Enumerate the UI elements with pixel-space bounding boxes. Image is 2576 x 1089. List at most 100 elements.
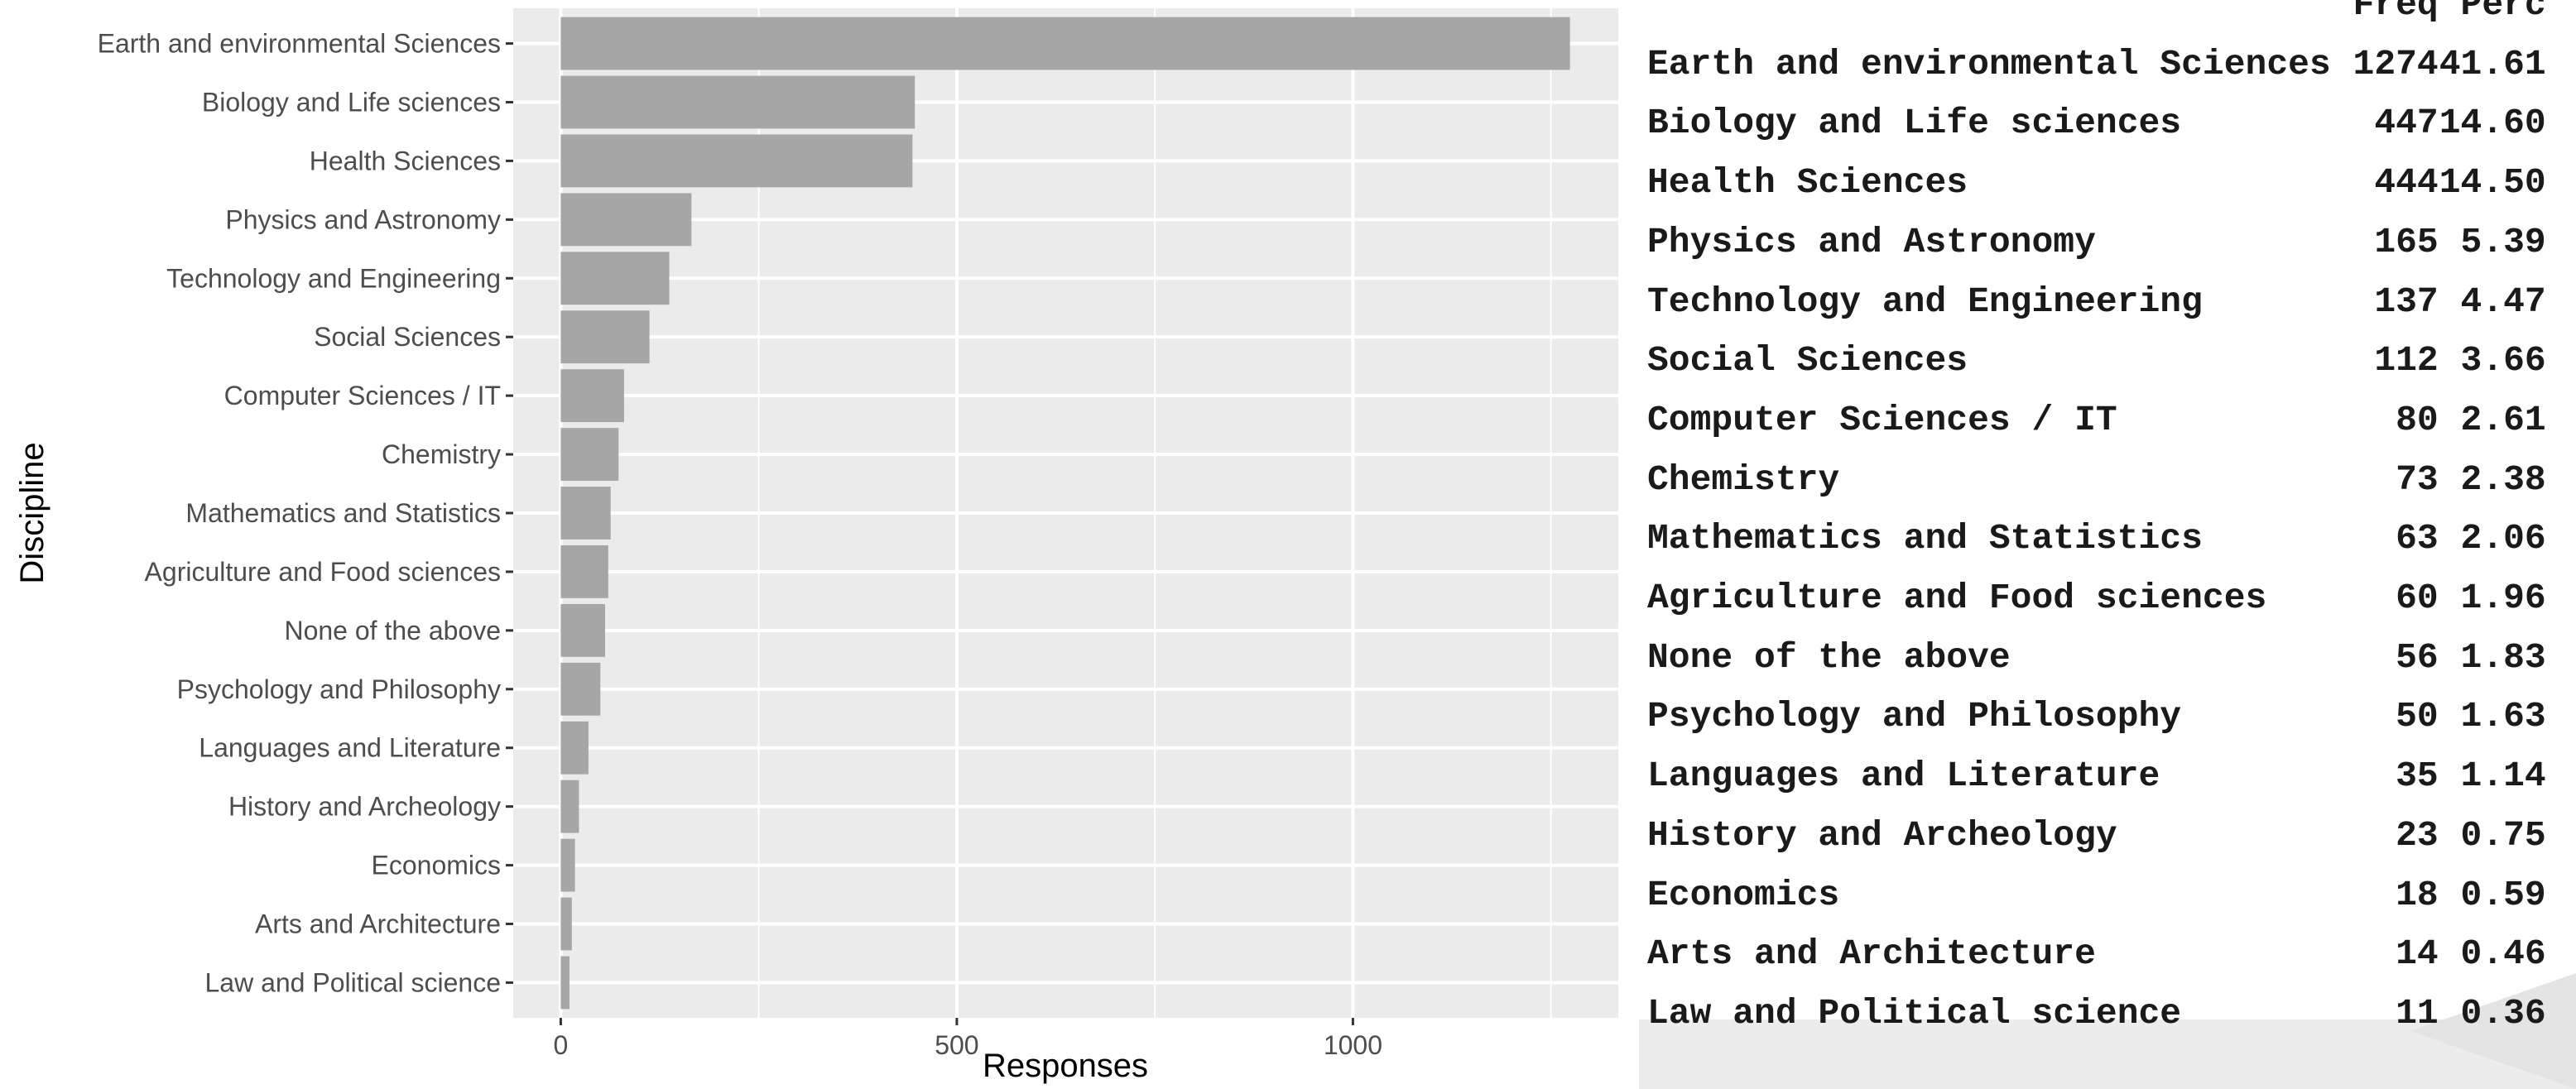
table-cell-freq: 18 [2396,874,2439,915]
bar [560,662,601,716]
table-cell-freq: 447 [2374,103,2439,144]
table-cell-freq: 80 [2396,399,2439,440]
table-cell-freq: 1274 [2353,43,2439,84]
table-row: Economics 18 0.59 [1647,866,2546,925]
table-cell-name: Chemistry [1647,458,1840,500]
table-cell-freq: 73 [2396,458,2439,500]
table-cell-name: Arts and Architecture [1647,933,2096,975]
table-cell-freq: 63 [2396,518,2439,559]
y-tick-label: Earth and environmental Sciences [98,29,501,59]
y-tick-label: Health Sciences [310,146,501,175]
y-tick-label: History and Archeology [228,792,501,822]
discipline-bar-chart: Earth and environmental Sciences Biology … [14,8,1618,1084]
bar [560,487,611,540]
bar [560,956,570,1010]
table-cell-perc: 2.38 [2460,458,2546,500]
table-cell-freq: 112 [2374,340,2439,381]
table-cell-freq: 23 [2396,814,2439,856]
table-cell-perc: 1.63 [2460,696,2546,737]
x-axis-tick-labels: 0 500 1000 [554,1030,1382,1060]
table-cell-perc: 0.36 [2460,992,2546,1034]
table-cell-freq: 35 [2396,756,2439,797]
bar [560,603,606,657]
table-cell-freq: 60 [2396,578,2439,619]
table-cell-freq: 137 [2374,281,2439,322]
y-tick-label: Chemistry [382,439,501,469]
table-body: Earth and environmental Sciences 1274 41.6… [1647,35,2546,1043]
table-cell-perc: 0.46 [2460,933,2546,975]
y-tick-label: Biology and Life sciences [202,87,501,117]
table-cell-perc: 4.47 [2460,281,2546,322]
table-row: Agriculture and Food sciences 60 1.96 [1647,568,2546,628]
table-cell-perc: 2.06 [2460,518,2546,559]
table-shadow-arrow [2410,973,2576,1089]
table-cell-name: Biology and Life sciences [1647,103,2182,144]
y-tick-label: Economics [372,851,502,880]
table-cell-freq: 11 [2396,992,2439,1034]
bar [560,75,916,129]
table-cell-perc: 1.83 [2460,636,2546,678]
x-tick-label: 1000 [1324,1030,1382,1060]
x-axis-title: Responses [983,1048,1148,1084]
bar [560,252,670,305]
table-header-freq: Freq [2353,0,2439,25]
table-cell-freq: 56 [2396,636,2439,678]
table-cell-perc: 14.60 [2439,103,2546,144]
table-cell-name: Computer Sciences / IT [1647,399,2117,440]
table-cell-name: Psychology and Philosophy [1647,696,2182,737]
y-tick-label: Technology and Engineering [166,263,501,293]
table-cell-perc: 0.59 [2460,874,2546,915]
table-cell-name: Earth and environmental Sciences [1647,43,2331,84]
frequency-table: Freq Perc Earth and environmental Scienc… [1647,0,2546,1043]
table-cell-name: Health Sciences [1647,162,1968,204]
table-header-row: Freq Perc [1647,0,2546,35]
table-row: Mathematics and Statistics 63 2.06 [1647,509,2546,568]
table-cell-perc: 2.61 [2460,399,2546,440]
table-row: Social Sciences 112 3.66 [1647,331,2546,391]
table-cell-freq: 444 [2374,162,2439,204]
y-axis-tick-labels: Earth and environmental Sciences Biology … [98,29,501,998]
y-tick-label: Arts and Architecture [255,909,501,939]
bar [560,838,575,892]
bar [560,428,619,481]
y-tick-label: Mathematics and Statistics [185,498,501,528]
y-tick-label: Physics and Astronomy [225,204,501,234]
table-row: History and Archeology 23 0.75 [1647,806,2546,866]
table-cell-perc: 1.96 [2460,578,2546,619]
table-cell-name: Social Sciences [1647,340,1968,381]
table-cell-name: Technology and Engineering [1647,281,2203,322]
y-tick-label: Social Sciences [314,322,501,352]
bar [560,193,692,247]
table-cell-freq: 14 [2396,933,2439,975]
y-axis-ticks [506,42,513,984]
table-row: Health Sciences 444 14.50 [1647,153,2546,213]
table-row: Arts and Architecture 14 0.46 [1647,924,2546,984]
table-cell-name: None of the above [1647,636,2011,678]
table-cell-perc: 1.14 [2460,756,2546,797]
table-row: Computer Sciences / IT 80 2.61 [1647,391,2546,450]
table-cell-perc: 14.50 [2439,162,2546,204]
y-tick-label: Languages and Literature [199,733,501,763]
table-row: Law and Political science 11 0.36 [1647,984,2546,1043]
frequency-table-panel: Freq Perc Earth and environmental Scienc… [1639,0,2576,1089]
table-cell-name: Law and Political science [1647,992,2182,1034]
table-cell-name: Agriculture and Food sciences [1647,578,2267,619]
table-cell-perc: 41.61 [2439,43,2546,84]
table-row: Earth and environmental Sciences 1274 41.6… [1647,35,2546,94]
table-cell-name: Economics [1647,874,1840,915]
table-header-perc: Perc [2460,0,2546,25]
y-tick-label: Computer Sciences / IT [224,381,501,410]
x-axis-ticks [559,1018,1354,1025]
table-row: Physics and Astronomy 165 5.39 [1647,213,2546,272]
table-cell-name: Languages and Literature [1647,756,2160,797]
bar [560,17,1570,70]
bar [560,897,572,951]
table-row: Languages and Literature 35 1.14 [1647,746,2546,806]
x-tick-label: 500 [935,1030,978,1060]
table-header-name [1647,0,2353,35]
table-cell-name: History and Archeology [1647,814,2117,856]
table-cell-perc: 0.75 [2460,814,2546,856]
table-row: Psychology and Philosophy 50 1.63 [1647,687,2546,746]
bar [560,134,913,188]
table-cell-perc: 3.66 [2460,340,2546,381]
